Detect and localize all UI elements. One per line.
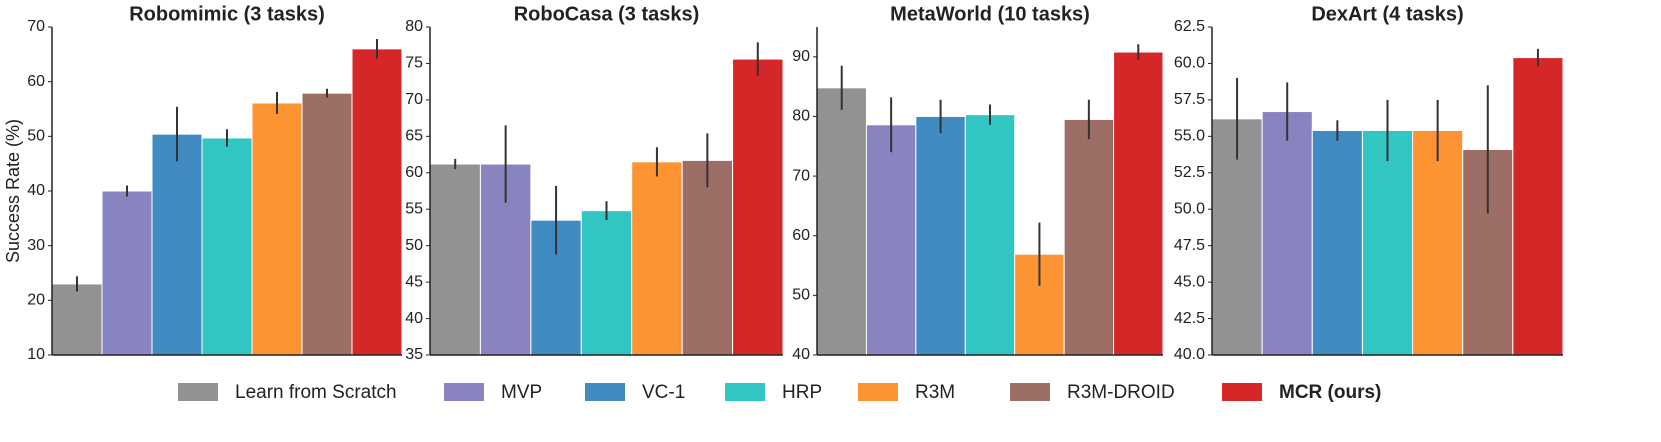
bar <box>1261 111 1313 356</box>
y-tick-label: 10 <box>27 346 45 363</box>
legend-label: R3M-DROID <box>1067 382 1175 403</box>
bar <box>631 161 683 356</box>
y-tick-label: 75 <box>405 55 423 72</box>
y-tick-label: 60 <box>405 164 423 181</box>
bar <box>865 124 917 356</box>
y-tick-label: 60.0 <box>1174 55 1205 72</box>
legend-swatch <box>1222 383 1262 401</box>
bar <box>1412 130 1464 356</box>
y-tick-label: 55 <box>405 200 423 217</box>
y-tick-label: 50 <box>405 237 423 254</box>
y-tick-label: 50 <box>27 128 45 145</box>
chart-title: RoboCasa (3 tasks) <box>514 3 700 25</box>
legend-swatch <box>725 383 765 401</box>
bar <box>301 92 353 356</box>
legend-swatch <box>444 383 484 401</box>
bar <box>101 190 153 356</box>
legend-swatch <box>585 383 625 401</box>
bar <box>201 137 253 356</box>
y-tick-label: 60 <box>27 73 45 90</box>
y-tick-label: 50 <box>792 287 810 304</box>
y-tick-label: 90 <box>792 48 810 65</box>
bar <box>915 115 966 356</box>
bar <box>580 210 633 356</box>
y-tick-label: 55.0 <box>1174 128 1205 145</box>
legend-label: R3M <box>915 382 955 403</box>
legend-label: MCR (ours) <box>1279 382 1381 403</box>
y-tick-label: 45.0 <box>1174 273 1205 290</box>
bar <box>816 87 867 356</box>
bar <box>1113 51 1164 356</box>
y-tick-label: 20 <box>27 292 45 309</box>
chart-title: DexArt (4 tasks) <box>1311 3 1463 25</box>
y-tick-label: 40 <box>405 310 423 327</box>
y-tick-label: 40.0 <box>1174 346 1205 363</box>
bar <box>681 159 734 356</box>
legend-swatch <box>1010 383 1050 401</box>
y-tick-label: 30 <box>27 237 45 254</box>
y-tick-label: 60 <box>792 227 810 244</box>
y-tick-label: 47.5 <box>1174 237 1205 254</box>
bar <box>964 114 1016 356</box>
legend-swatch <box>178 383 218 401</box>
y-tick-label: 45 <box>405 273 423 290</box>
legend-swatch <box>858 383 898 401</box>
y-tick-label: 40 <box>27 182 45 199</box>
chart-title: Robomimic (3 tasks) <box>129 3 325 25</box>
y-tick-label: 80 <box>405 18 423 35</box>
bar <box>51 283 103 356</box>
y-tick-label: 40 <box>792 346 810 363</box>
y-tick-label: 62.5 <box>1174 18 1205 35</box>
y-tick-label: 42.5 <box>1174 310 1205 327</box>
y-tick-label: 70 <box>792 167 810 184</box>
y-axis-label: Success Rate (%) <box>3 119 23 263</box>
bar <box>732 58 784 356</box>
chart-title: MetaWorld (10 tasks) <box>890 3 1090 25</box>
bar <box>1361 130 1414 356</box>
bar <box>1311 130 1363 356</box>
bar <box>1512 57 1564 356</box>
legend-label: MVP <box>501 382 542 403</box>
y-tick-label: 70 <box>27 18 45 35</box>
bar <box>351 48 403 356</box>
bar <box>151 133 203 356</box>
legend-label: VC-1 <box>642 382 685 403</box>
y-tick-label: 80 <box>792 108 810 125</box>
y-tick-label: 70 <box>405 91 423 108</box>
bar <box>429 163 481 356</box>
y-tick-label: 35 <box>405 346 423 363</box>
y-tick-label: 52.5 <box>1174 164 1205 181</box>
y-tick-label: 57.5 <box>1174 91 1205 108</box>
bar <box>1063 118 1115 356</box>
y-tick-label: 50.0 <box>1174 200 1205 217</box>
bar <box>251 102 303 356</box>
legend-label: HRP <box>782 382 822 403</box>
legend-label: Learn from Scratch <box>235 382 397 403</box>
y-tick-label: 65 <box>405 128 423 145</box>
